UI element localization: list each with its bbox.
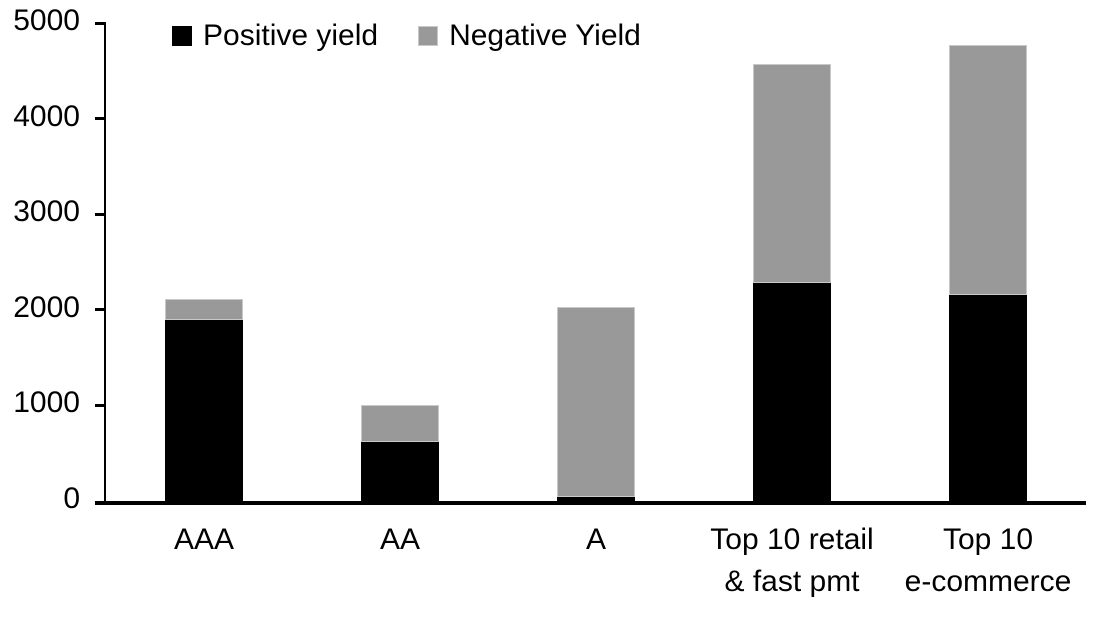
legend-item-negative-yield: Negative Yield: [418, 21, 641, 51]
bar-negative-segment: [557, 306, 635, 497]
y-tick-label: 1000: [13, 386, 80, 420]
bar-negative-segment: [361, 405, 439, 443]
legend-label-positive: Positive yield: [203, 19, 379, 52]
bar-negative-segment: [753, 64, 831, 284]
y-axis-line: [104, 22, 106, 505]
y-tick-mark: [95, 308, 104, 312]
y-tick-mark: [95, 21, 104, 25]
y-tick-label: 5000: [13, 4, 80, 37]
x-category-label: AAA: [173, 523, 235, 556]
bar-negative-segment: [165, 299, 243, 321]
bar-negative-segment: [949, 44, 1027, 296]
y-tick-label: 4000: [13, 99, 80, 133]
legend-swatch-negative-icon: [418, 26, 439, 46]
legend-item-positive-yield: Positive yield: [172, 21, 378, 51]
x-axis-line: [95, 501, 1086, 505]
bar-positive-segment: [753, 283, 831, 501]
bar-positive-segment: [949, 295, 1027, 501]
x-category-label: AA: [379, 523, 421, 556]
bar-positive-segment: [361, 442, 439, 501]
y-tick-label: 0: [63, 482, 80, 515]
legend-swatch-positive-icon: [172, 26, 192, 46]
y-tick-label: 3000: [13, 195, 80, 229]
y-tick-mark: [95, 117, 104, 121]
x-category-label: A: [585, 523, 606, 556]
legend-label-negative: Negative Yield: [449, 19, 641, 52]
y-tick-mark: [95, 212, 104, 216]
y-tick-label: 2000: [13, 290, 80, 324]
legend: Positive yield Negative Yield: [172, 21, 641, 51]
y-tick-mark: [95, 403, 104, 407]
x-category-label: Top 10 e-commerce: [904, 523, 1072, 598]
x-category-label: Top 10 retail & fast pmt: [710, 523, 874, 598]
bar-positive-segment: [165, 320, 243, 501]
bar-positive-segment: [557, 496, 635, 501]
